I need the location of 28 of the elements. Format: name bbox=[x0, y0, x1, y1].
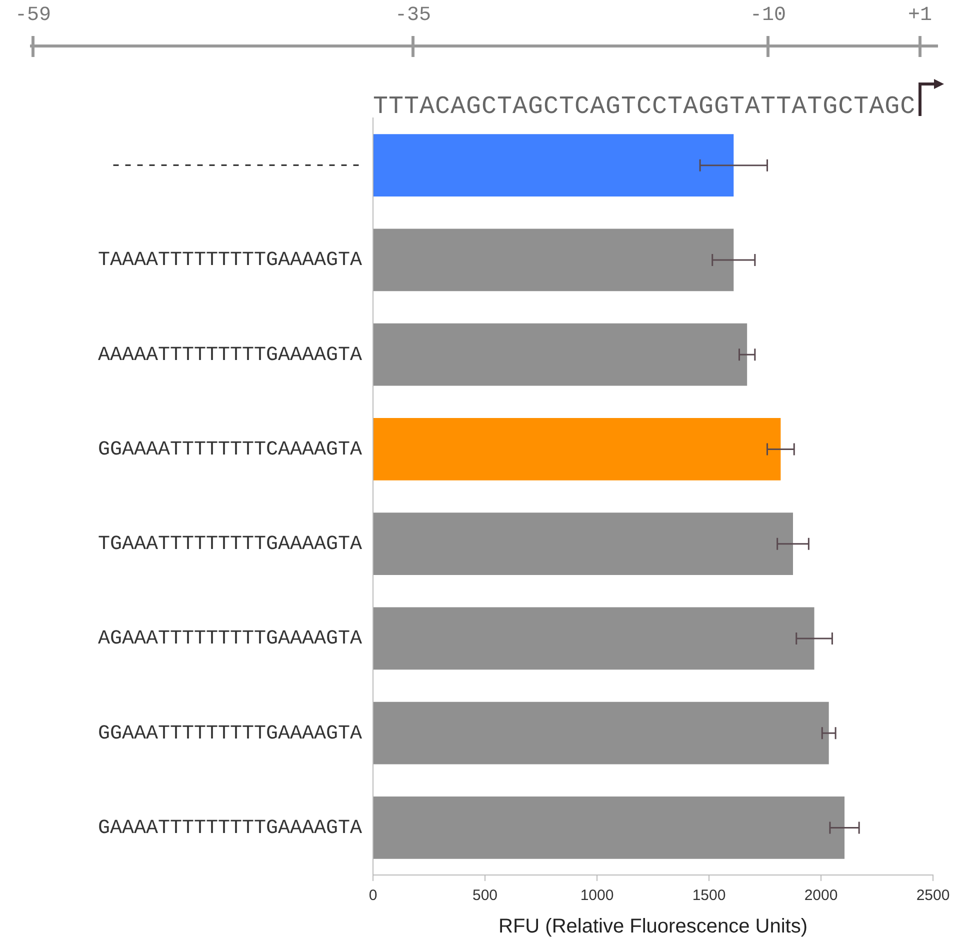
y-tick-label: TAAAATTTTTTTTTGAAAAGTA bbox=[98, 249, 362, 272]
y-tick-label: AAAAATTTTTTTTTGAAAAGTA bbox=[98, 344, 362, 367]
bar bbox=[374, 323, 748, 386]
y-tick-label: AGAAATTTTTTTTTGAAAAGTA bbox=[98, 628, 362, 651]
bar bbox=[374, 512, 793, 576]
x-tick-label: 2500 bbox=[916, 887, 950, 904]
x-tick-label: 500 bbox=[472, 887, 498, 904]
bar bbox=[374, 796, 845, 859]
bar bbox=[374, 134, 734, 197]
y-tick-label: --------------------- bbox=[110, 154, 362, 178]
bar bbox=[374, 607, 814, 670]
text: -10 bbox=[750, 4, 786, 27]
bar bbox=[374, 418, 781, 480]
bar bbox=[374, 702, 829, 764]
y-tick-label: GAAAATTTTTTTTTGAAAAGTA bbox=[98, 816, 362, 840]
text: -59 bbox=[14, 4, 52, 27]
bar bbox=[374, 228, 734, 292]
x-tick-label: 2000 bbox=[804, 887, 838, 904]
y-tick-label: GGAAATTTTTTTTTGAAAAGTA bbox=[98, 722, 362, 746]
x-tick-label: 1500 bbox=[692, 887, 726, 904]
y-tick-label: TGAAATTTTTTTTTGAAAAGTA bbox=[98, 533, 362, 556]
x-axis-title: RFU (Relative Fluorescence Units) bbox=[498, 916, 808, 938]
text: +1 bbox=[908, 4, 932, 27]
text: -35 bbox=[394, 4, 432, 27]
y-tick-label: GGAAAATTTTTTTTCAAAAGTA bbox=[98, 438, 362, 462]
x-tick-label: 1000 bbox=[580, 887, 614, 904]
x-tick-label: 0 bbox=[368, 887, 378, 904]
annotation: TTTACAGCTAGCTCAGTCCTAGGTATTATGCTAGC bbox=[373, 92, 916, 121]
